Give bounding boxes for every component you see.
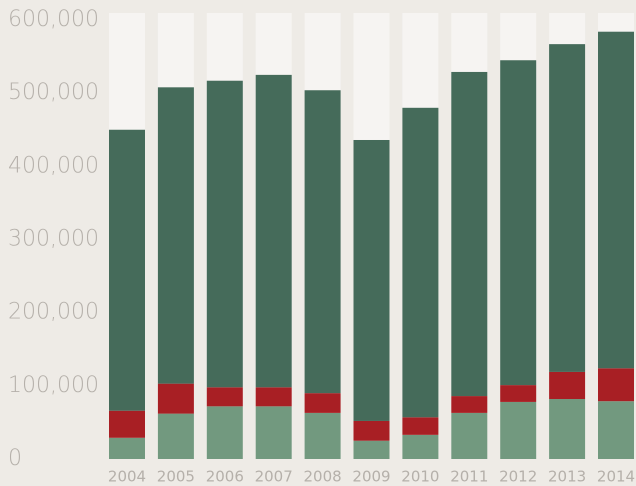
bar-segment [304,412,341,459]
bar-segment [255,74,292,388]
bar-segment [598,31,634,369]
y-tick-label: 100,000 [8,373,99,398]
bar-segment [500,401,537,459]
bar-segment [549,371,586,400]
x-tick-label: 2010 [401,468,439,486]
bar-segment [109,129,145,411]
bar-segment [451,396,488,413]
bar-segment [402,107,439,418]
bar-segment [206,80,243,388]
bar-segment [255,387,292,407]
y-tick-label: 600,000 [8,7,99,32]
bar-segment [500,385,537,402]
bar-segment [206,406,243,459]
x-tick-label: 2006 [206,468,244,486]
x-tick-label: 2007 [255,468,293,486]
bar-segment [402,417,439,435]
bar-segment [304,393,341,413]
bar-segment [402,434,439,459]
bar-segment [598,401,634,459]
bar-segment [353,139,390,421]
y-tick-label: 300,000 [8,227,99,252]
y-tick-label: 200,000 [8,300,99,325]
bar-segment [109,437,145,459]
x-tick-label: 2012 [499,468,537,486]
x-tick-label: 2013 [548,468,586,486]
bar-segment [353,420,390,441]
bar-segment [549,44,586,372]
bar-segment [451,412,488,459]
y-tick-label: 500,000 [8,80,99,105]
bar-segment [157,87,194,384]
bar-segment [157,383,194,414]
x-tick-label: 2004 [108,468,146,486]
x-tick-label: 2008 [304,468,342,486]
bar-segment [206,387,243,407]
bar-segment [255,406,292,459]
bar-segment [157,413,194,459]
y-tick-label: 400,000 [8,153,99,178]
bar-segment [549,399,586,459]
x-tick-label: 2005 [157,468,195,486]
x-tick-label: 2014 [597,468,635,486]
x-tick-label: 2011 [450,468,488,486]
x-tick-label: 2009 [352,468,390,486]
bar-segment [109,410,145,438]
bar-segment [451,71,488,397]
y-tick-label: 0 [8,446,22,471]
bar-segment [304,90,341,394]
bar-segment [353,440,390,459]
bar-segment [500,60,537,386]
bar-segment [598,368,634,402]
